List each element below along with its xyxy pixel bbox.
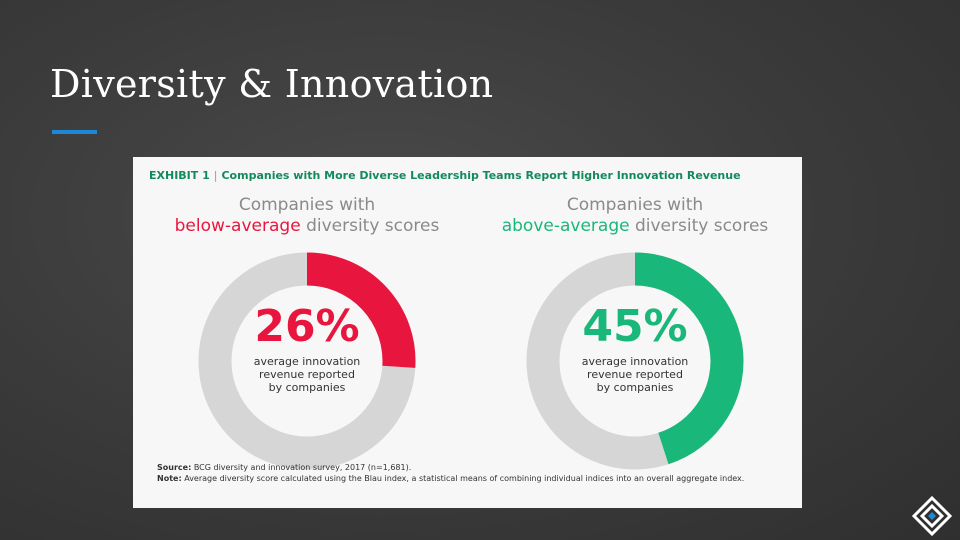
note-line: Note: Average diversity score calculated… [157,473,777,484]
donut-value-arc [634,252,744,465]
donut-description-line: average innovation [253,355,361,368]
exhibit-header: Exhibit 1 | Companies with More Diverse Le… [149,169,741,182]
exhibit-separator: | [213,169,218,182]
donut-description-line: by companies [268,381,346,394]
source-text: BCG diversity and innovation survey, 201… [193,463,412,472]
donut-description: average innovation revenue reported by c… [232,355,382,394]
donut-heading-line1: Companies with [566,195,704,215]
slide-title: Diversity & Innovation [50,62,494,106]
donut-description-line: average innovation [581,355,689,368]
exhibit-notes: Source: BCG diversity and innovation sur… [157,462,777,484]
donut-description: average innovation revenue reported by c… [560,355,710,394]
diamond-logo-icon [912,496,952,536]
donut-below-average: Companies with below-average diversity s… [157,195,457,470]
donut-above-average: Companies with above-average diversity s… [485,195,785,470]
donut-heading-line2: below-average diversity scores [157,216,457,237]
donut-description-line: by companies [596,381,674,394]
source-label: Source: [157,463,192,472]
donut-heading-rest: diversity scores [306,216,440,236]
donut-heading: Companies with below-average diversity s… [157,195,457,237]
donut-description-line: revenue reported [259,368,355,381]
donut-heading-highlight: above-average [501,216,630,236]
donut-chart-above [526,252,744,470]
exhibit-title: Companies with More Diverse Leadership T… [221,169,741,182]
title-accent-bar [52,130,97,134]
donut-description-line: revenue reported [587,368,683,381]
donut-value-arc [306,252,416,368]
donut-value: 45% [582,301,688,352]
exhibit-label: Exhibit 1 [149,169,210,182]
donut-heading-line2: above-average diversity scores [485,216,785,237]
donut-value: 26% [254,301,360,352]
donut-chart-below [198,252,416,470]
donut-heading: Companies with above-average diversity s… [485,195,785,237]
donut-heading-rest: diversity scores [634,216,769,236]
donut-heading-line1: Companies with [238,195,376,215]
note-text: Average diversity score calculated using… [184,474,745,483]
source-line: Source: BCG diversity and innovation sur… [157,462,777,473]
donut-heading-highlight: below-average [174,216,301,236]
note-label: Note: [157,474,182,483]
exhibit-panel: Exhibit 1 | Companies with More Diverse Le… [133,157,802,508]
